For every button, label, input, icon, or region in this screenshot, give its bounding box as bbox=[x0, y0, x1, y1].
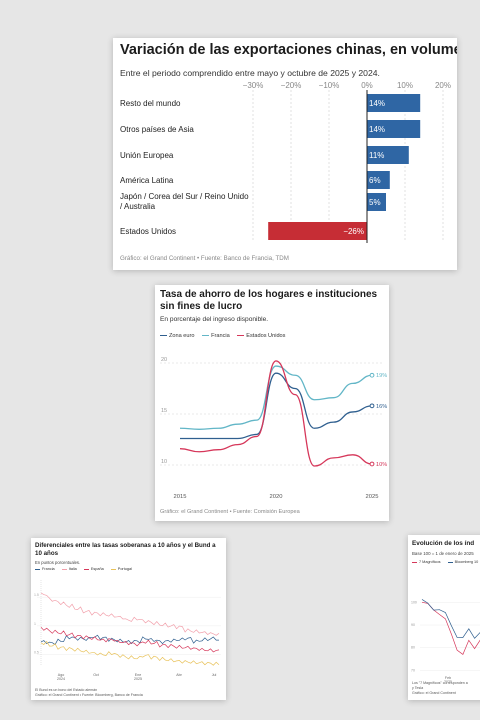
category-label: América Latina bbox=[120, 176, 174, 185]
bar bbox=[367, 193, 386, 211]
data-label: 6% bbox=[369, 176, 381, 185]
spreads-chart-card: Diferenciales entre las tasas soberanas … bbox=[31, 538, 226, 700]
legend-item-estados-unidos: Estados Unidos bbox=[237, 333, 285, 339]
y-tick-label: 1 bbox=[34, 622, 36, 626]
x-tick-label: 10% bbox=[397, 81, 413, 90]
spreads-chart-title: Diferenciales entre las tasas soberanas … bbox=[35, 542, 216, 557]
series-end-point bbox=[369, 461, 375, 467]
index-chart-card: Evolución de los índ Base 100 = 1 de ene… bbox=[408, 535, 480, 700]
index-chart-note-2: y Tesla bbox=[412, 686, 424, 690]
exports-chart-title: Variación de las exportaciones chinas, e… bbox=[120, 42, 457, 58]
savings-chart-source: Gráfico: el Grand Continent • Fuente: Co… bbox=[160, 509, 300, 515]
data-label: 11% bbox=[369, 151, 384, 160]
bar bbox=[367, 94, 421, 112]
bar bbox=[268, 222, 367, 240]
index-chart-legend: 7 Magníficos Bloomberg 10 bbox=[412, 560, 480, 564]
x-tick-label: 2025 bbox=[366, 494, 379, 500]
category-label: Otros países de Asia bbox=[120, 125, 194, 134]
exports-bar-chart: −30% −20% −10% 0% 10% 20% Resto del mundo 14% Ot… bbox=[120, 81, 451, 243]
bar bbox=[367, 120, 421, 138]
series-line-3 bbox=[40, 640, 220, 666]
y-tick-label: 0.5 bbox=[34, 651, 39, 655]
bar bbox=[367, 171, 390, 189]
savings-chart-subtitle: En porcentaje del ingreso disponible. bbox=[160, 316, 269, 323]
series-line-0 bbox=[421, 601, 480, 655]
legend-item-francia: Francia bbox=[202, 333, 230, 339]
legend-item-bloomberg: Bloomberg 10 bbox=[447, 560, 478, 564]
x-tick-label: −10% bbox=[319, 81, 340, 90]
x-tick-label: Ago bbox=[58, 673, 64, 677]
exports-chart-source: Gráfico: el Grand Continent • Fuente: Ba… bbox=[120, 255, 289, 262]
data-label: 14% bbox=[369, 125, 385, 134]
savings-chart-card: Tasa de ahorro de los hogares e instituc… bbox=[155, 285, 389, 521]
x-tick-label: Feb bbox=[445, 676, 451, 680]
series-line-2 bbox=[40, 626, 220, 653]
series-line-1 bbox=[179, 365, 373, 430]
legend-item-portugal: Portugal bbox=[110, 567, 132, 571]
legend-item-espana: España bbox=[83, 567, 104, 571]
exports-chart-card: Variación de las exportaciones chinas, e… bbox=[113, 38, 457, 270]
data-label: 5% bbox=[369, 198, 381, 207]
x-tick-label: Jul bbox=[212, 673, 217, 677]
index-chart-source: Gráfico: el Grand Continent bbox=[412, 691, 456, 695]
legend-item-francia: Francia bbox=[35, 567, 55, 571]
x-tick-label: −30% bbox=[243, 81, 264, 90]
y-tick-label: 10 bbox=[161, 459, 167, 465]
exports-chart-subtitle: Entre el periodo comprendido entre mayo … bbox=[120, 68, 380, 78]
legend-item-7-magnificos: 7 Magníficos bbox=[412, 560, 441, 564]
x-tick-label: 2024 bbox=[57, 677, 65, 681]
index-chart-title: Evolución de los índ bbox=[412, 540, 475, 547]
savings-line-chart: 10 15 20 2015 2020 2025 16% 19% 10% bbox=[160, 357, 387, 500]
y-tick-label: 80 bbox=[411, 646, 415, 650]
series-line-2 bbox=[179, 360, 373, 467]
x-tick-label: 20% bbox=[435, 81, 451, 90]
savings-chart-legend: Zona euro Francia Estados Unidos bbox=[160, 333, 291, 339]
series-line-0 bbox=[40, 634, 219, 646]
index-chart-subtitle: Base 100 = 1 de enero de 2025 bbox=[412, 551, 474, 556]
series-end-label: 16% bbox=[376, 404, 387, 410]
x-tick-label: 2015 bbox=[174, 494, 187, 500]
y-tick-label: 1.5 bbox=[34, 593, 39, 597]
spreads-chart-note: El Bund es un bono del Estado alemán bbox=[35, 688, 98, 692]
series-end-point bbox=[369, 372, 375, 378]
legend-item-zona-euro: Zona euro bbox=[160, 333, 195, 339]
savings-chart-title: Tasa de ahorro de los hogares e instituc… bbox=[160, 289, 378, 312]
category-label: Resto del mundo bbox=[120, 99, 181, 108]
x-tick-label: 0% bbox=[361, 81, 373, 90]
x-tick-label: −20% bbox=[281, 81, 302, 90]
series-end-label: 10% bbox=[376, 462, 387, 468]
y-tick-label: 100 bbox=[411, 600, 417, 604]
y-tick-label: 70 bbox=[411, 668, 415, 672]
category-label: Estados Unidos bbox=[120, 227, 176, 236]
x-tick-label: Oct bbox=[93, 673, 99, 677]
series-line-1 bbox=[421, 599, 480, 639]
y-tick-label: 15 bbox=[161, 408, 167, 414]
x-tick-label: Abr bbox=[176, 673, 182, 677]
data-label: −26% bbox=[343, 227, 364, 236]
bar bbox=[367, 146, 409, 164]
x-tick-label: 2025 bbox=[444, 680, 452, 682]
index-chart-note: Los "7 Magníficos" corresponden a bbox=[412, 681, 468, 685]
data-label: 14% bbox=[369, 99, 385, 108]
spreads-chart-legend: Francia Italia España Portugal bbox=[35, 567, 138, 571]
legend-item-italia: Italia bbox=[61, 567, 77, 571]
category-label: / Australia bbox=[120, 202, 156, 211]
y-tick-label: 90 bbox=[411, 623, 415, 627]
category-label: Unión Europea bbox=[120, 151, 174, 160]
x-tick-label: 2020 bbox=[270, 494, 283, 500]
y-tick-label: 20 bbox=[161, 357, 167, 363]
x-tick-label: Ene bbox=[135, 673, 141, 677]
spreads-chart-source: Gráfico: el Grand Continent • Fuente: Bl… bbox=[35, 693, 143, 697]
series-line-1 bbox=[40, 592, 220, 636]
series-line-0 bbox=[180, 372, 373, 440]
series-end-point bbox=[369, 403, 375, 409]
category-label: Japón / Corea del Sur / Reino Unido bbox=[120, 192, 249, 201]
series-end-label: 19% bbox=[376, 373, 387, 379]
x-tick-label: 2025 bbox=[134, 677, 142, 681]
spreads-chart-subtitle: En puntos porcentuales. bbox=[35, 560, 81, 565]
